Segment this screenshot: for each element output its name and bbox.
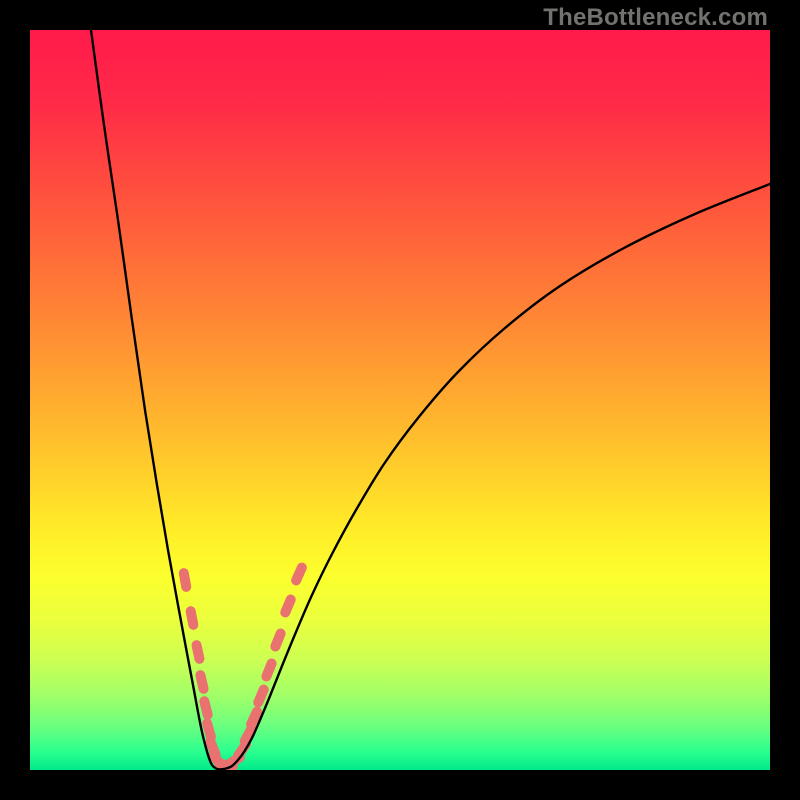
curve-marker [260, 657, 278, 683]
curve-marker [194, 669, 209, 695]
watermark-text: TheBottleneck.com [543, 4, 768, 32]
curve-marker [279, 593, 298, 619]
curve-right-branch [220, 184, 770, 770]
curve-marker [191, 639, 206, 665]
curve-layer [30, 30, 770, 770]
plot-area [30, 30, 770, 770]
curve-markers [178, 561, 308, 770]
curve-marker [290, 561, 309, 587]
chart-frame: TheBottleneck.com [0, 0, 800, 800]
curve-marker [269, 627, 287, 653]
curve-marker [178, 567, 192, 592]
curve-marker [198, 695, 214, 721]
curve-marker [185, 605, 199, 630]
